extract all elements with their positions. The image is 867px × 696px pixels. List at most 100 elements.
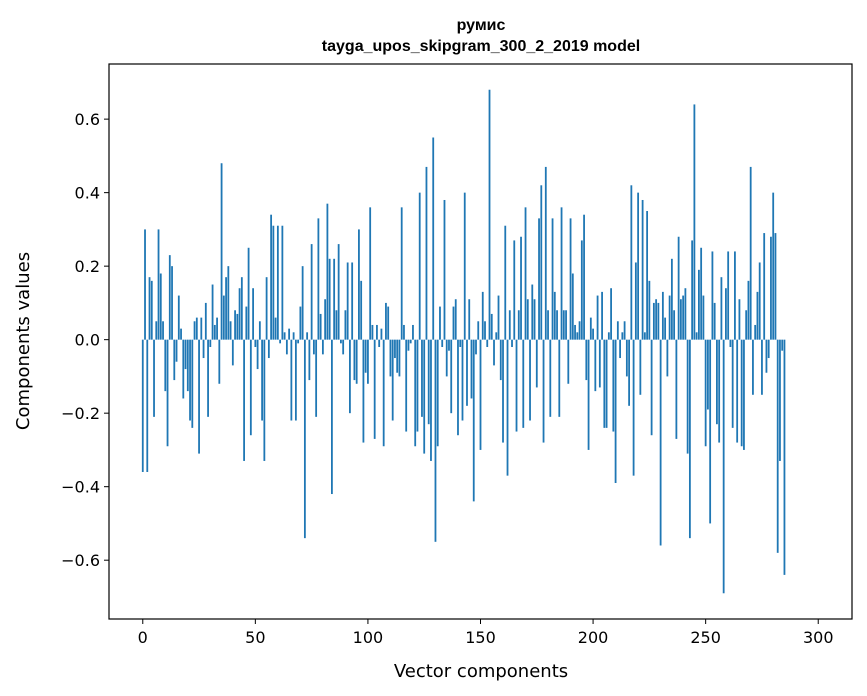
bar-16 xyxy=(177,295,180,340)
bar-136 xyxy=(448,339,450,351)
bar-174 xyxy=(533,299,536,340)
bar-148 xyxy=(475,339,477,355)
bar-54 xyxy=(263,339,266,461)
bar-149 xyxy=(477,321,480,340)
bar-104 xyxy=(376,324,378,340)
bar-63 xyxy=(283,332,286,340)
bar-205 xyxy=(603,339,606,428)
bar-112 xyxy=(394,339,396,359)
bar-249 xyxy=(702,295,705,340)
bar-281 xyxy=(774,233,777,340)
bar-185 xyxy=(558,339,561,417)
bar-237 xyxy=(675,339,678,439)
bar-23 xyxy=(193,321,196,340)
bar-85 xyxy=(333,258,336,340)
bar-271 xyxy=(752,339,754,395)
bar-285 xyxy=(783,339,786,575)
y-axis-label: Components values xyxy=(13,252,34,430)
bar-81 xyxy=(324,299,327,340)
bar-20 xyxy=(186,339,189,392)
bar-31 xyxy=(211,284,214,340)
bar-125 xyxy=(423,339,426,454)
bar-28 xyxy=(204,302,207,340)
bar-139 xyxy=(454,299,457,340)
bar-273 xyxy=(756,291,759,340)
bar-206 xyxy=(605,339,608,428)
bar-173 xyxy=(531,284,534,340)
bar-100 xyxy=(367,339,369,384)
bar-70 xyxy=(299,306,302,340)
bar-270 xyxy=(749,166,752,340)
bar-29 xyxy=(207,339,209,417)
bar-129 xyxy=(432,137,435,340)
x-tick-label-6: 300 xyxy=(803,628,834,647)
bar-236 xyxy=(673,310,676,340)
bar-265 xyxy=(738,299,741,340)
bar-99 xyxy=(364,339,367,373)
bar-211 xyxy=(616,321,619,340)
bar-119 xyxy=(409,339,412,344)
bar-254 xyxy=(713,302,716,340)
bar-83 xyxy=(328,258,331,340)
bar-93 xyxy=(351,262,354,340)
bar-204 xyxy=(601,291,603,340)
y-tick-label-5: 0.4 xyxy=(75,184,100,203)
bar-164 xyxy=(511,339,513,348)
bar-201 xyxy=(594,339,597,392)
bar-240 xyxy=(682,295,685,340)
bar-46 xyxy=(245,306,248,340)
bar-241 xyxy=(684,288,687,340)
bar-269 xyxy=(747,280,750,340)
bar-108 xyxy=(385,302,387,340)
bar-152 xyxy=(484,321,486,340)
bar-188 xyxy=(565,310,567,340)
bar-101 xyxy=(369,207,372,340)
bar-153 xyxy=(486,339,489,348)
bar-208 xyxy=(610,288,612,340)
bar-40 xyxy=(231,339,234,366)
bar-15 xyxy=(175,339,178,362)
bar-131 xyxy=(436,339,439,447)
bar-210 xyxy=(614,339,617,483)
bar-86 xyxy=(335,310,338,340)
bar-48 xyxy=(249,339,252,436)
bar-126 xyxy=(425,166,428,340)
bar-169 xyxy=(522,339,525,428)
bar-128 xyxy=(430,339,432,461)
bar-61 xyxy=(279,339,282,344)
bar-110 xyxy=(389,339,392,377)
bar-159 xyxy=(499,339,502,381)
bar-73 xyxy=(306,332,309,340)
bar-107 xyxy=(382,339,385,447)
bar-259 xyxy=(725,288,727,340)
bar-196 xyxy=(583,214,585,340)
bar-113 xyxy=(396,339,399,373)
bar-58 xyxy=(272,225,275,340)
bar-80 xyxy=(321,339,324,355)
bar-32 xyxy=(213,324,216,340)
bar-167 xyxy=(517,310,520,340)
bar-253 xyxy=(711,251,714,340)
bar-114 xyxy=(398,339,401,377)
bar-182 xyxy=(551,218,554,340)
bars-group xyxy=(141,89,786,594)
bar-68 xyxy=(294,339,297,421)
bar-50 xyxy=(254,339,257,348)
bar-5 xyxy=(153,339,155,417)
bar-76 xyxy=(312,339,315,355)
bar-111 xyxy=(391,339,394,421)
bar-106 xyxy=(380,328,383,340)
x-axis-label: Vector components xyxy=(394,661,568,682)
x-tick-label-3: 150 xyxy=(465,628,496,647)
bar-168 xyxy=(520,236,522,340)
bar-1 xyxy=(144,229,146,340)
bar-143 xyxy=(463,192,466,340)
y-tick-label-2: −0.2 xyxy=(61,404,100,423)
bar-163 xyxy=(508,310,511,340)
bar-275 xyxy=(761,339,763,395)
bar-14 xyxy=(173,339,176,381)
bar-239 xyxy=(679,299,682,340)
bar-53 xyxy=(261,339,263,421)
bar-280 xyxy=(772,192,775,340)
bar-264 xyxy=(736,339,739,443)
